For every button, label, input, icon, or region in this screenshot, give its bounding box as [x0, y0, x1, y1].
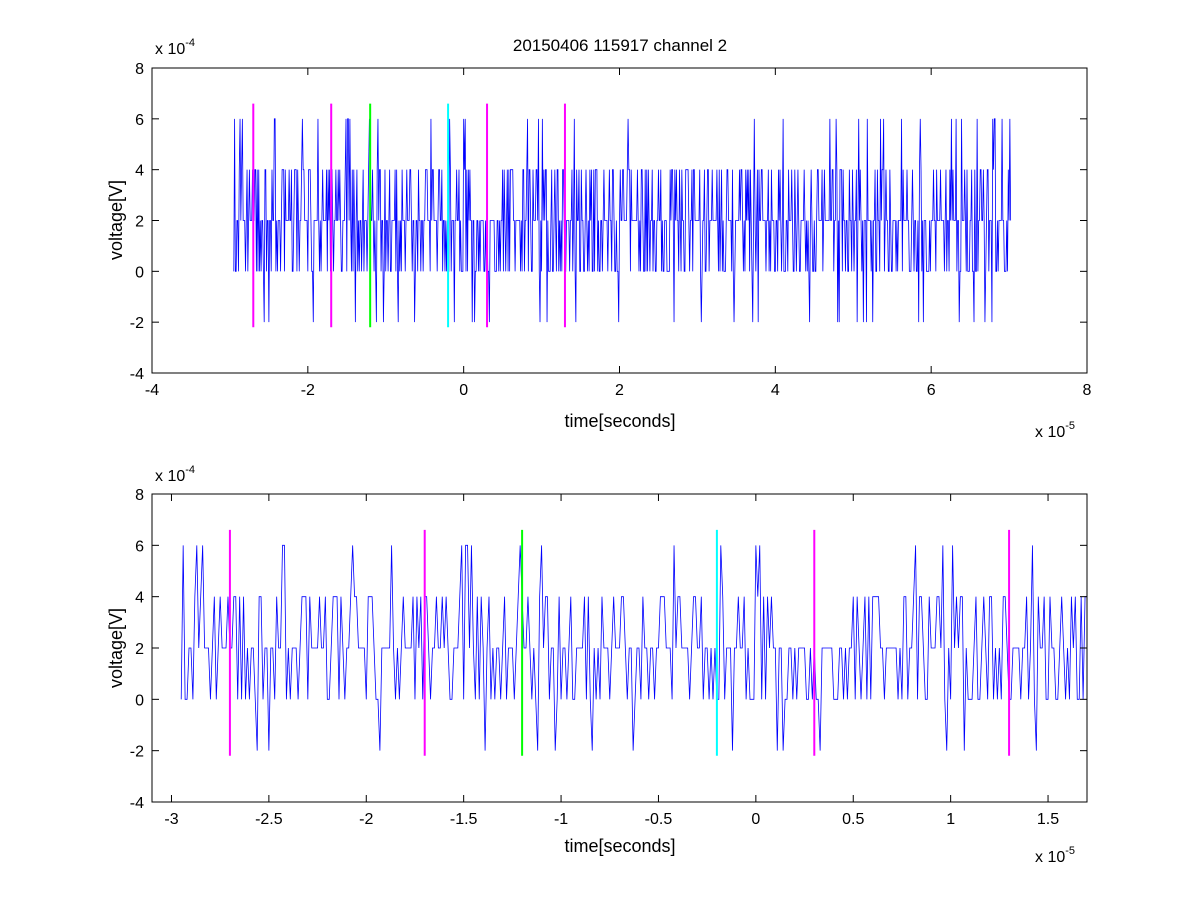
x-tick-label: 6: [927, 382, 936, 399]
x-axis-label: time[seconds]: [564, 411, 675, 431]
y-exponent-power: -4: [185, 464, 195, 476]
x-exponent-power: -5: [1065, 845, 1075, 857]
x-tick-label: 8: [1083, 382, 1092, 399]
bottom-plot: -3 -2.5 -2 -1.5 -1 -0.5 0 0.5 1 1.5 -4 -2 0 2 4 6 8 volt…: [106, 464, 1088, 866]
signal-layer: [233, 118, 1012, 323]
y-exponent: x 10-4: [155, 37, 195, 58]
y-exponent-base: x 10: [155, 468, 185, 485]
y-axis-label: voltage[V]: [106, 180, 126, 260]
figure-title: 20150406 115917 channel 2: [513, 36, 727, 55]
x-tick-label: -1: [554, 811, 568, 828]
y-tick-label: 0: [135, 692, 144, 709]
y-tick-label: -4: [130, 366, 144, 383]
y-tick-label: 8: [135, 61, 144, 78]
x-tick-label: 0: [751, 811, 760, 828]
signal-trace: [233, 118, 1012, 323]
y-tick-label: 6: [135, 538, 144, 555]
y-tick-label: -2: [130, 315, 144, 332]
x-axis-label: time[seconds]: [564, 836, 675, 856]
x-tick-label: -1.5: [450, 811, 478, 828]
y-tick-label: 4: [135, 163, 144, 180]
tick-layer: -3 -2.5 -2 -1.5 -1 -0.5 0 0.5 1 1.5 -4 -2 0 2 4 6 8: [130, 487, 1087, 828]
y-tick-label: 0: [135, 264, 144, 281]
marker-layer: [252, 103, 566, 328]
x-tick-label: -4: [145, 382, 159, 399]
x-tick-label: 1: [946, 811, 955, 828]
y-exponent-power: -4: [185, 37, 195, 49]
x-tick-label: -0.5: [645, 811, 673, 828]
signal-layer: [180, 544, 1087, 751]
y-axis-label: voltage[V]: [106, 608, 126, 688]
x-exponent-power: -5: [1065, 420, 1075, 432]
x-exponent-base: x 10: [1035, 424, 1065, 441]
x-tick-label: -2: [359, 811, 373, 828]
x-tick-label: 0.5: [842, 811, 864, 828]
x-exponent: x 10-5: [1035, 420, 1075, 441]
signal-trace: [180, 544, 1087, 751]
marker-layer: [228, 529, 1011, 756]
x-tick-label: 1.5: [1037, 811, 1059, 828]
x-tick-label: -2.5: [255, 811, 283, 828]
y-tick-label: -4: [130, 795, 144, 812]
x-tick-label: 2: [615, 382, 624, 399]
y-tick-label: 2: [135, 641, 144, 658]
y-exponent: x 10-4: [155, 464, 195, 485]
y-tick-label: 2: [135, 214, 144, 231]
x-tick-label: -3: [164, 811, 178, 828]
top-plot: -4 -2 0 2 4 6 8 -4 -2 0 2 4 6 8 voltage[V] time[secon…: [106, 37, 1092, 441]
x-tick-label: 4: [771, 382, 780, 399]
y-tick-label: -2: [130, 744, 144, 761]
x-tick-label: -2: [301, 382, 315, 399]
x-exponent: x 10-5: [1035, 845, 1075, 866]
tick-layer: -4 -2 0 2 4 6 8 -4 -2 0 2 4 6 8: [130, 61, 1092, 399]
y-exponent-base: x 10: [155, 41, 185, 58]
y-tick-label: 8: [135, 487, 144, 504]
x-exponent-base: x 10: [1035, 849, 1065, 866]
x-tick-label: 0: [459, 382, 468, 399]
y-tick-label: 4: [135, 590, 144, 607]
y-tick-label: 6: [135, 112, 144, 129]
